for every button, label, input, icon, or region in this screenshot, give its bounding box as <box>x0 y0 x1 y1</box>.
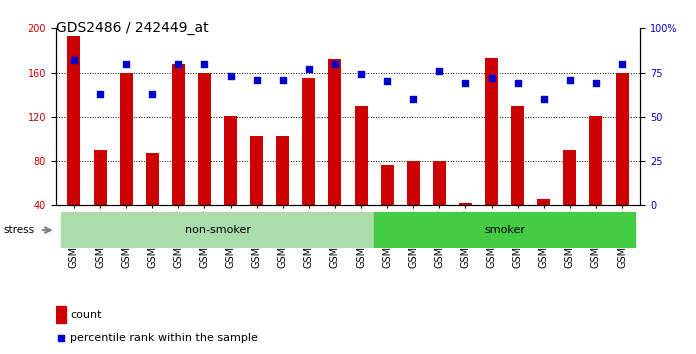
Point <box>564 77 576 82</box>
Bar <box>433 161 446 250</box>
Point <box>617 61 628 67</box>
Bar <box>459 203 472 250</box>
Point <box>381 79 393 84</box>
Point <box>95 91 106 97</box>
Bar <box>198 73 211 250</box>
Point <box>251 77 262 82</box>
Point <box>390 210 402 216</box>
Text: count: count <box>70 310 102 320</box>
Bar <box>224 116 237 250</box>
Bar <box>406 161 420 250</box>
Bar <box>120 73 133 250</box>
Bar <box>250 136 263 250</box>
Point <box>329 61 340 67</box>
Bar <box>374 212 635 248</box>
Bar <box>302 78 315 250</box>
Point <box>538 96 549 102</box>
Point <box>408 96 419 102</box>
Text: percentile rank within the sample: percentile rank within the sample <box>70 333 258 343</box>
Point <box>590 80 601 86</box>
Point <box>486 75 497 81</box>
Bar <box>93 150 106 250</box>
Text: non-smoker: non-smoker <box>184 225 251 235</box>
Point <box>434 68 445 74</box>
Point <box>303 66 315 72</box>
Bar <box>354 106 367 250</box>
Bar <box>172 64 185 250</box>
Point <box>356 72 367 77</box>
Bar <box>537 199 551 250</box>
Point <box>277 77 288 82</box>
Bar <box>563 150 576 250</box>
Text: GDS2486 / 242449_at: GDS2486 / 242449_at <box>56 21 208 35</box>
Point <box>120 61 132 67</box>
Bar <box>329 59 342 250</box>
Point <box>68 57 79 63</box>
Bar <box>145 153 159 250</box>
Point <box>147 91 158 97</box>
Point <box>460 80 471 86</box>
Bar <box>511 106 524 250</box>
Point <box>225 73 236 79</box>
Bar <box>615 73 628 250</box>
Bar <box>61 212 374 248</box>
Bar <box>56 306 66 323</box>
Point <box>512 80 523 86</box>
Text: stress: stress <box>3 225 35 235</box>
Bar <box>68 36 81 250</box>
Bar <box>276 136 290 250</box>
Text: smoker: smoker <box>484 225 525 235</box>
Point <box>199 61 210 67</box>
Bar <box>381 166 394 250</box>
Point <box>173 61 184 67</box>
Bar <box>485 58 498 250</box>
Bar <box>590 116 603 250</box>
